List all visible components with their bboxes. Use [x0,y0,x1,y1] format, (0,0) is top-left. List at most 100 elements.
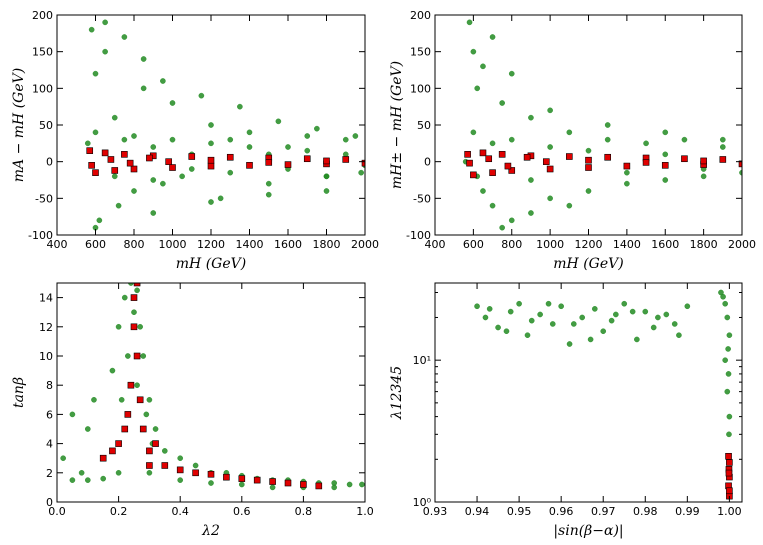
point [523,153,531,161]
x-tick-label: 1600 [651,238,679,251]
point [700,157,707,165]
panel: 400 600 800 1000 1200 1400 1600 1800 2000-100-50… [389,9,756,272]
point [642,308,649,315]
point [152,440,159,447]
point [100,475,106,482]
point [681,136,688,143]
y-tick-label: 14 [39,292,53,305]
point [662,151,669,158]
point [130,294,138,301]
point [314,125,320,132]
point [237,103,243,110]
point [146,462,153,469]
point [102,19,108,26]
point [88,26,95,33]
x-tick-label: 0.6 [233,505,251,518]
point [489,34,496,40]
y-tick-label: 100 [410,82,431,95]
point [585,188,592,194]
point [253,476,261,484]
point [128,283,134,286]
point [528,210,534,216]
point [508,136,515,143]
point [140,85,147,92]
point [470,48,477,55]
y-tick-label: -100 [28,229,53,242]
point [643,140,649,147]
axes-frame [434,14,743,236]
point [125,353,131,359]
plot-area [60,283,365,491]
point [124,411,132,418]
point [134,382,140,389]
point [508,167,516,174]
point [121,34,128,40]
x-tick-label: 1000 [159,238,187,251]
point [303,155,311,163]
point [724,388,731,395]
point [662,129,669,136]
point [346,481,353,488]
point [238,481,245,488]
point [192,469,199,477]
point [516,300,522,307]
x-tick-label: 600 [85,238,106,251]
x-tick-label: 0.8 [295,505,313,518]
point [549,321,556,327]
point [315,482,323,490]
point [546,165,554,173]
x-tick-label: 0.94 [465,505,490,518]
point [466,159,473,167]
point [160,78,166,84]
point [152,426,159,432]
point [150,210,157,216]
point [160,180,166,187]
point [109,447,116,455]
point [161,462,169,469]
point [495,324,501,331]
x-tick-label: 1200 [197,238,225,251]
x-axis-label: mH (GeV) [553,256,623,272]
y-tick-label: 150 [32,46,53,59]
point [169,100,176,106]
point [78,469,85,476]
point [192,462,199,469]
y-tick-label: 200 [32,9,53,22]
point [96,217,103,224]
point [621,300,628,307]
point [545,300,552,307]
point [265,191,272,198]
point [265,180,272,187]
point [69,477,76,483]
point [585,164,592,171]
x-tick-label: 1800 [313,238,341,251]
point [92,70,99,77]
point [359,481,365,488]
y-tick-label: -50 [35,192,53,205]
point [489,140,496,147]
y-tick-label: 150 [410,46,431,59]
point [671,321,678,327]
x-tick-label: 1.0 [356,505,374,518]
point [604,153,611,161]
point [608,317,615,324]
x-tick-label: 0.99 [675,505,700,518]
y-tick-label: 0 [424,156,431,169]
point [331,484,338,491]
point [604,122,611,128]
point [566,153,573,160]
y-tick-label: 10 [39,350,53,363]
point [92,169,99,176]
point [304,147,311,154]
point [207,156,215,164]
point [137,323,143,330]
point [86,147,94,154]
y-tick-label: 200 [410,9,431,22]
point [246,144,253,150]
point [60,455,66,462]
point [208,199,214,205]
x-tick-label: 0.93 [423,505,448,518]
point [470,129,477,136]
point [504,162,512,170]
